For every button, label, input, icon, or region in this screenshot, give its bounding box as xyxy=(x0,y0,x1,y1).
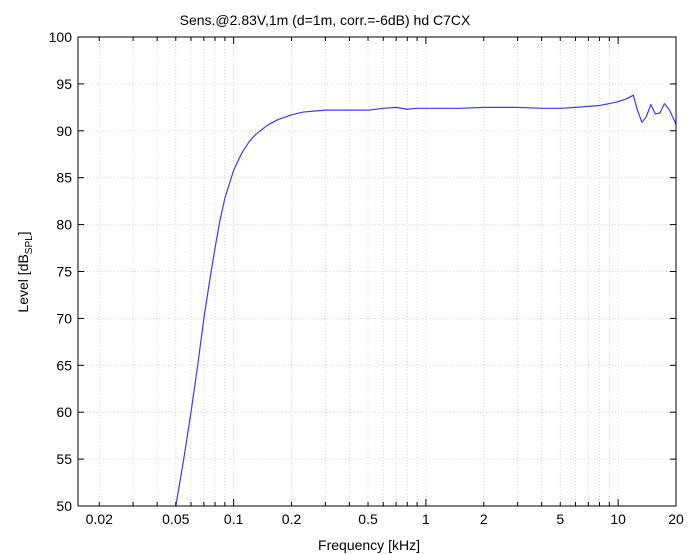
y-tick-label: 90 xyxy=(56,123,72,139)
x-tick-label: 0.1 xyxy=(224,511,244,527)
y-tick-label: 65 xyxy=(56,357,72,373)
y-tick-label: 100 xyxy=(49,29,73,45)
grid xyxy=(78,37,677,506)
y-tick-label: 80 xyxy=(56,217,72,233)
y-tick-label: 85 xyxy=(56,170,72,186)
x-tick-label: 0.05 xyxy=(162,511,189,527)
x-tick-label: 5 xyxy=(556,511,564,527)
x-tick-labels: 0.02 0.05 0.1 0.2 0.5 1 2 5 10 20 xyxy=(86,511,684,527)
y-tick-labels: 50 55 60 65 70 75 80 85 90 95 100 xyxy=(49,29,73,514)
y-tick-label: 50 xyxy=(56,498,72,514)
y-tick-label: 70 xyxy=(56,310,72,326)
x-tick-label: 10 xyxy=(610,511,626,527)
tick-marks xyxy=(78,36,677,507)
y-tick-label: 55 xyxy=(56,451,72,467)
y-tick-label: 95 xyxy=(56,76,72,92)
x-tick-label: 0.02 xyxy=(86,511,113,527)
y-tick-label: 75 xyxy=(56,264,72,280)
y-axis-label-subscript: SPL xyxy=(24,235,35,254)
chart-title: Sens.@2.83V,1m (d=1m, corr.=-6dB) hd C7C… xyxy=(180,12,471,28)
frequency-response-line xyxy=(175,94,677,507)
x-tick-label: 20 xyxy=(668,511,684,527)
y-axis-label: Level [dBSPL] xyxy=(15,231,35,312)
x-tick-label: 1 xyxy=(422,511,430,527)
y-tick-label: 60 xyxy=(56,404,72,420)
x-tick-label: 2 xyxy=(480,511,488,527)
curve-layer xyxy=(175,94,677,507)
y-axis-label-main: Level [dB xyxy=(15,254,31,312)
x-tick-label: 0.2 xyxy=(282,511,302,527)
x-tick-label: 0.5 xyxy=(358,511,378,527)
y-axis-label-close: ] xyxy=(15,231,31,235)
x-axis-label: Frequency [kHz] xyxy=(318,537,420,553)
